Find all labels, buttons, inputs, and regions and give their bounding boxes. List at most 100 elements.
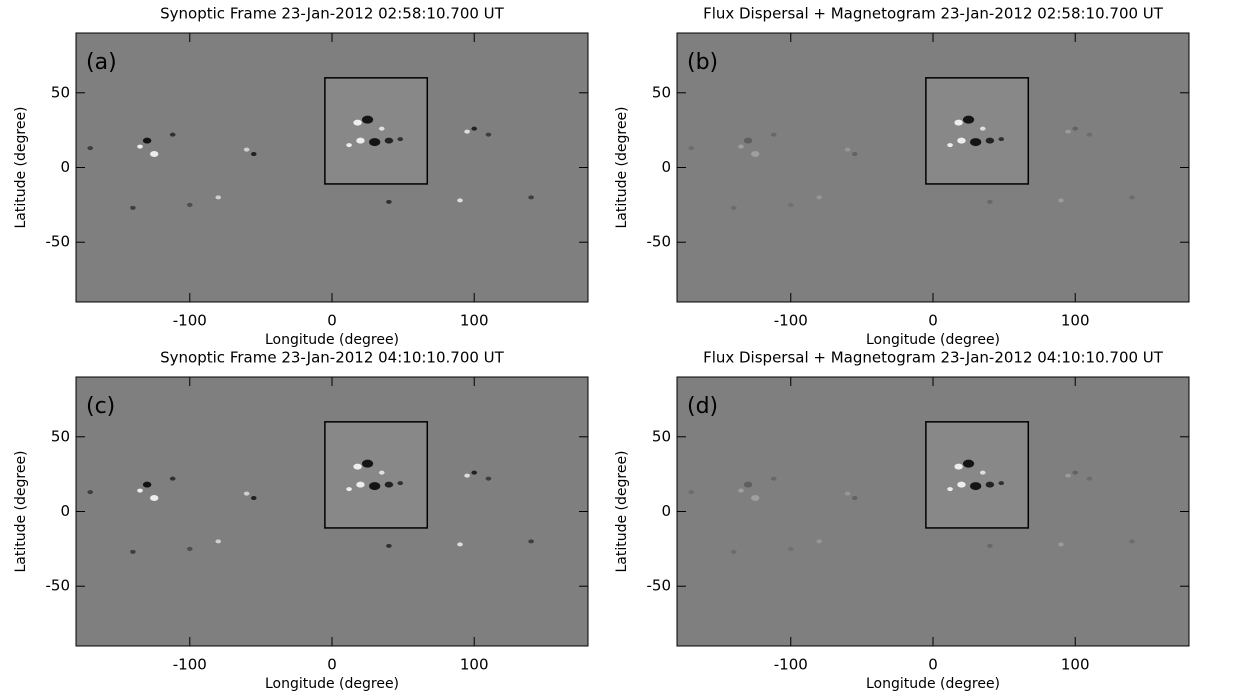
feature-spot [954,119,963,126]
feature-spot [787,546,794,551]
feature-spot [142,137,152,144]
y-axis-label: Latitude (degree) [13,106,29,228]
feature-spot [743,481,753,488]
feature-spot [979,126,986,131]
feature-spot [243,147,250,152]
feature-spot [851,152,858,157]
feature-spot [688,490,695,495]
feature-spot [130,205,136,210]
feature-spot [1086,476,1093,481]
y-tick-label: -50 [647,233,672,251]
feature-spot [384,137,394,144]
panel-label: (a) [86,50,117,75]
feature-spot [87,146,94,151]
feature-spot [731,205,737,210]
y-tick-label: 50 [51,83,70,101]
feature-spot [738,144,744,149]
x-tick-label: -100 [173,312,207,330]
chart-title: Synoptic Frame 23-Jan-2012 04:10:10.700 … [160,349,504,367]
feature-spot [464,129,470,134]
chart-title: Synoptic Frame 23-Jan-2012 02:58:10.700 … [160,5,504,23]
feature-spot [731,549,737,554]
region-box [324,421,429,529]
chart-title: Flux Dispersal + Magnetogram 23-Jan-2012… [703,349,1164,367]
feature-spot [1065,473,1071,478]
panel-label: (d) [687,394,718,419]
feature-spot [369,482,381,491]
feature-spot [688,146,695,151]
feature-spot [770,132,777,137]
feature-spot [962,115,975,124]
x-tick-label: 100 [460,312,489,330]
y-axis-label: Latitude (degree) [614,106,630,228]
feature-spot [361,459,374,468]
feature-spot [464,473,470,478]
region-fill [324,77,428,184]
feature-spot [142,481,152,488]
x-axis-label: Longitude (degree) [265,332,399,348]
x-tick-label: -100 [774,656,808,674]
feature-spot [738,488,744,493]
y-tick-label: 50 [652,83,671,101]
feature-spot [386,543,392,548]
panel: -100 0 100 -50 0 50 Synoptic Frame 23-Jan-2012… [13,5,589,348]
feature-spot [137,144,143,149]
feature-spot [378,126,385,131]
feature-spot [353,463,362,470]
x-tick-label: 0 [327,312,337,330]
feature-spot [250,496,257,501]
feature-spot [186,202,193,207]
feature-spot [970,138,982,147]
panel-label: (b) [687,50,718,75]
feature-spot [1072,470,1079,475]
x-tick-label: 100 [1061,312,1090,330]
region-box [925,77,1030,185]
feature-spot [816,195,823,200]
y-tick-label: 50 [652,427,671,445]
feature-spot [528,195,534,200]
feature-spot [1058,198,1064,203]
y-tick-label: -50 [46,233,71,251]
feature-spot [998,481,1005,486]
feature-spot [150,495,159,502]
feature-spot [957,137,966,144]
feature-spot [485,476,492,481]
feature-spot [816,539,823,544]
feature-spot [851,496,858,501]
chart-title: Flux Dispersal + Magnetogram 23-Jan-2012… [703,5,1164,23]
feature-spot [215,539,222,544]
feature-spot [1129,539,1135,544]
y-tick-label: 0 [661,502,671,520]
y-tick-label: 50 [51,427,70,445]
y-tick-label: 0 [661,158,671,176]
y-axis-label: Latitude (degree) [13,450,29,572]
feature-spot [215,195,222,200]
feature-spot [743,137,753,144]
region-box [925,421,1030,529]
feature-spot [356,137,365,144]
feature-spot [397,481,404,486]
feature-spot [169,476,176,481]
feature-spot [1129,195,1135,200]
feature-spot [957,481,966,488]
feature-spot [353,119,362,126]
region-fill [324,421,428,528]
feature-spot [947,487,953,492]
y-tick-label: 0 [60,158,70,176]
feature-spot [378,470,385,475]
feature-spot [1058,542,1064,547]
feature-spot [985,137,995,144]
feature-spot [150,151,159,158]
feature-spot [1086,132,1093,137]
feature-spot [356,481,365,488]
feature-spot [457,542,463,547]
feature-spot [130,549,136,554]
feature-spot [844,147,851,152]
feature-spot [954,463,963,470]
panel-label: (c) [86,394,115,419]
feature-spot [1072,126,1079,131]
feature-spot [250,152,257,157]
x-tick-label: 100 [1061,656,1090,674]
feature-spot [471,470,478,475]
